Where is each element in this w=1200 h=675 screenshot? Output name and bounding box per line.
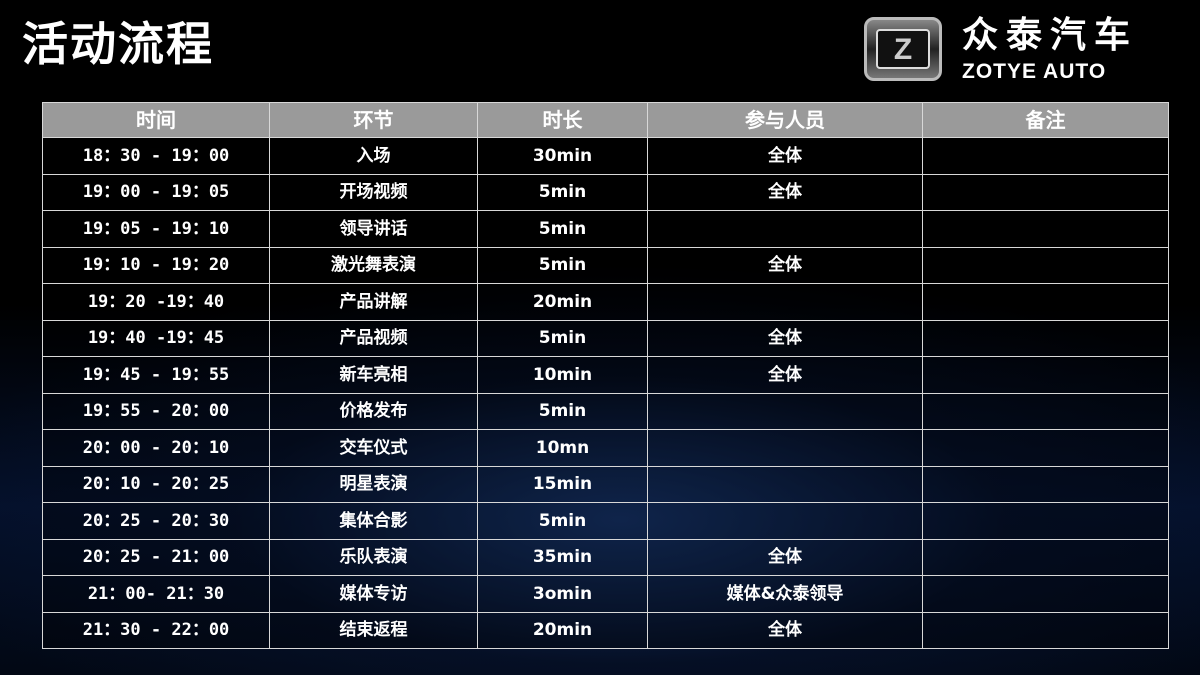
- cell-notes: [922, 538, 1169, 576]
- cell-time: 20：10 - 20：25: [42, 465, 270, 503]
- cell-duration: 3omin: [477, 575, 648, 613]
- cell-time: 19：05 - 19：10: [42, 210, 270, 248]
- cell-time: 20：25 - 21：00: [42, 538, 270, 576]
- cell-participants: 全体: [647, 137, 923, 175]
- cell-time: 19：20 -19：40: [42, 283, 270, 321]
- cell-segment: 入场: [269, 137, 478, 175]
- cell-participants: [647, 502, 923, 540]
- table-header-row: 时间 环节 时长 参与人员 备注: [42, 102, 1169, 138]
- cell-duration: 5min: [477, 319, 648, 357]
- table-row: 20：00 - 20：10 交车仪式 10mn: [42, 429, 1169, 467]
- cell-segment: 结束返程: [269, 611, 478, 649]
- cell-duration: 35min: [477, 538, 648, 576]
- cell-time: 18：30 - 19：00: [42, 137, 270, 175]
- cell-segment: 集体合影: [269, 502, 478, 540]
- header-segment: 环节: [269, 102, 478, 138]
- cell-participants: [647, 465, 923, 503]
- cell-participants: 全体: [647, 173, 923, 211]
- cell-participants: [647, 283, 923, 321]
- slide-title: 活动流程: [22, 17, 214, 71]
- cell-notes: [922, 137, 1169, 175]
- cell-duration: 5min: [477, 210, 648, 248]
- table-row: 19：20 -19：40 产品讲解 20min: [42, 283, 1169, 321]
- cell-participants: 全体: [647, 246, 923, 284]
- table-row: 19：55 - 20：00 价格发布 5min: [42, 392, 1169, 430]
- brand-name-cn: 众泰汽车: [962, 15, 1139, 56]
- cell-participants: 媒体&众泰领导: [647, 575, 923, 613]
- cell-notes: [922, 210, 1169, 248]
- cell-participants: 全体: [647, 538, 923, 576]
- brand-name-en: ZOTYE AUTO: [962, 60, 1107, 83]
- table-row: 19：05 - 19：10 领导讲话 5min: [42, 210, 1169, 248]
- cell-duration: 15min: [477, 465, 648, 503]
- cell-segment: 明星表演: [269, 465, 478, 503]
- table-row: 18：30 - 19：00 入场 30min 全体: [42, 137, 1169, 175]
- cell-notes: [922, 246, 1169, 284]
- cell-time: 19：10 - 19：20: [42, 246, 270, 284]
- cell-duration: 10min: [477, 356, 648, 394]
- table-row: 21：30 - 22：00 结束返程 20min 全体: [42, 611, 1169, 649]
- cell-notes: [922, 319, 1169, 357]
- cell-notes: [922, 502, 1169, 540]
- cell-time: 20：25 - 20：30: [42, 502, 270, 540]
- cell-duration: 10mn: [477, 429, 648, 467]
- cell-segment: 激光舞表演: [269, 246, 478, 284]
- table-row: 19：00 - 19：05 开场视频 5min 全体: [42, 173, 1169, 211]
- cell-time: 21：00- 21：30: [42, 575, 270, 613]
- cell-notes: [922, 465, 1169, 503]
- cell-duration: 5min: [477, 392, 648, 430]
- cell-notes: [922, 575, 1169, 613]
- cell-time: 19：45 - 19：55: [42, 356, 270, 394]
- header-notes: 备注: [922, 102, 1169, 138]
- table-row: 20：10 - 20：25 明星表演 15min: [42, 465, 1169, 503]
- cell-segment: 开场视频: [269, 173, 478, 211]
- header-time: 时间: [42, 102, 270, 138]
- header-duration: 时长: [477, 102, 648, 138]
- table-row: 19：40 -19：45 产品视频 5min 全体: [42, 319, 1169, 357]
- cell-segment: 产品讲解: [269, 283, 478, 321]
- emblem-letter: Z: [876, 29, 930, 69]
- cell-segment: 媒体专访: [269, 575, 478, 613]
- cell-notes: [922, 392, 1169, 430]
- cell-duration: 5min: [477, 246, 648, 284]
- cell-time: 19：55 - 20：00: [42, 392, 270, 430]
- cell-participants: 全体: [647, 319, 923, 357]
- header-participants: 参与人员: [647, 102, 923, 138]
- cell-segment: 交车仪式: [269, 429, 478, 467]
- cell-time: 19：00 - 19：05: [42, 173, 270, 211]
- cell-time: 21：30 - 22：00: [42, 611, 270, 649]
- cell-time: 20：00 - 20：10: [42, 429, 270, 467]
- schedule-table: 时间 环节 时长 参与人员 备注 18：30 - 19：00 入场 30min 全体 19：00…: [42, 102, 1169, 649]
- cell-participants: [647, 392, 923, 430]
- cell-segment: 价格发布: [269, 392, 478, 430]
- cell-duration: 20min: [477, 611, 648, 649]
- cell-notes: [922, 611, 1169, 649]
- cell-participants: [647, 210, 923, 248]
- table-row: 19：45 - 19：55 新车亮相 10min 全体: [42, 356, 1169, 394]
- cell-notes: [922, 356, 1169, 394]
- cell-notes: [922, 283, 1169, 321]
- cell-participants: [647, 429, 923, 467]
- table-row: 19：10 - 19：20 激光舞表演 5min 全体: [42, 246, 1169, 284]
- cell-time: 19：40 -19：45: [42, 319, 270, 357]
- zotye-emblem-icon: Z: [864, 17, 942, 81]
- cell-participants: 全体: [647, 356, 923, 394]
- cell-segment: 产品视频: [269, 319, 478, 357]
- cell-notes: [922, 173, 1169, 211]
- cell-segment: 乐队表演: [269, 538, 478, 576]
- table-row: 21：00- 21：30 媒体专访 3omin 媒体&众泰领导: [42, 575, 1169, 613]
- cell-duration: 20min: [477, 283, 648, 321]
- cell-duration: 5min: [477, 502, 648, 540]
- cell-duration: 30min: [477, 137, 648, 175]
- cell-participants: 全体: [647, 611, 923, 649]
- cell-duration: 5min: [477, 173, 648, 211]
- cell-notes: [922, 429, 1169, 467]
- cell-segment: 新车亮相: [269, 356, 478, 394]
- cell-segment: 领导讲话: [269, 210, 478, 248]
- zotye-logo: Z 众泰汽车 ZOTYE AUTO: [864, 17, 1169, 83]
- table-row: 20：25 - 20：30 集体合影 5min: [42, 502, 1169, 540]
- table-row: 20：25 - 21：00 乐队表演 35min 全体: [42, 538, 1169, 576]
